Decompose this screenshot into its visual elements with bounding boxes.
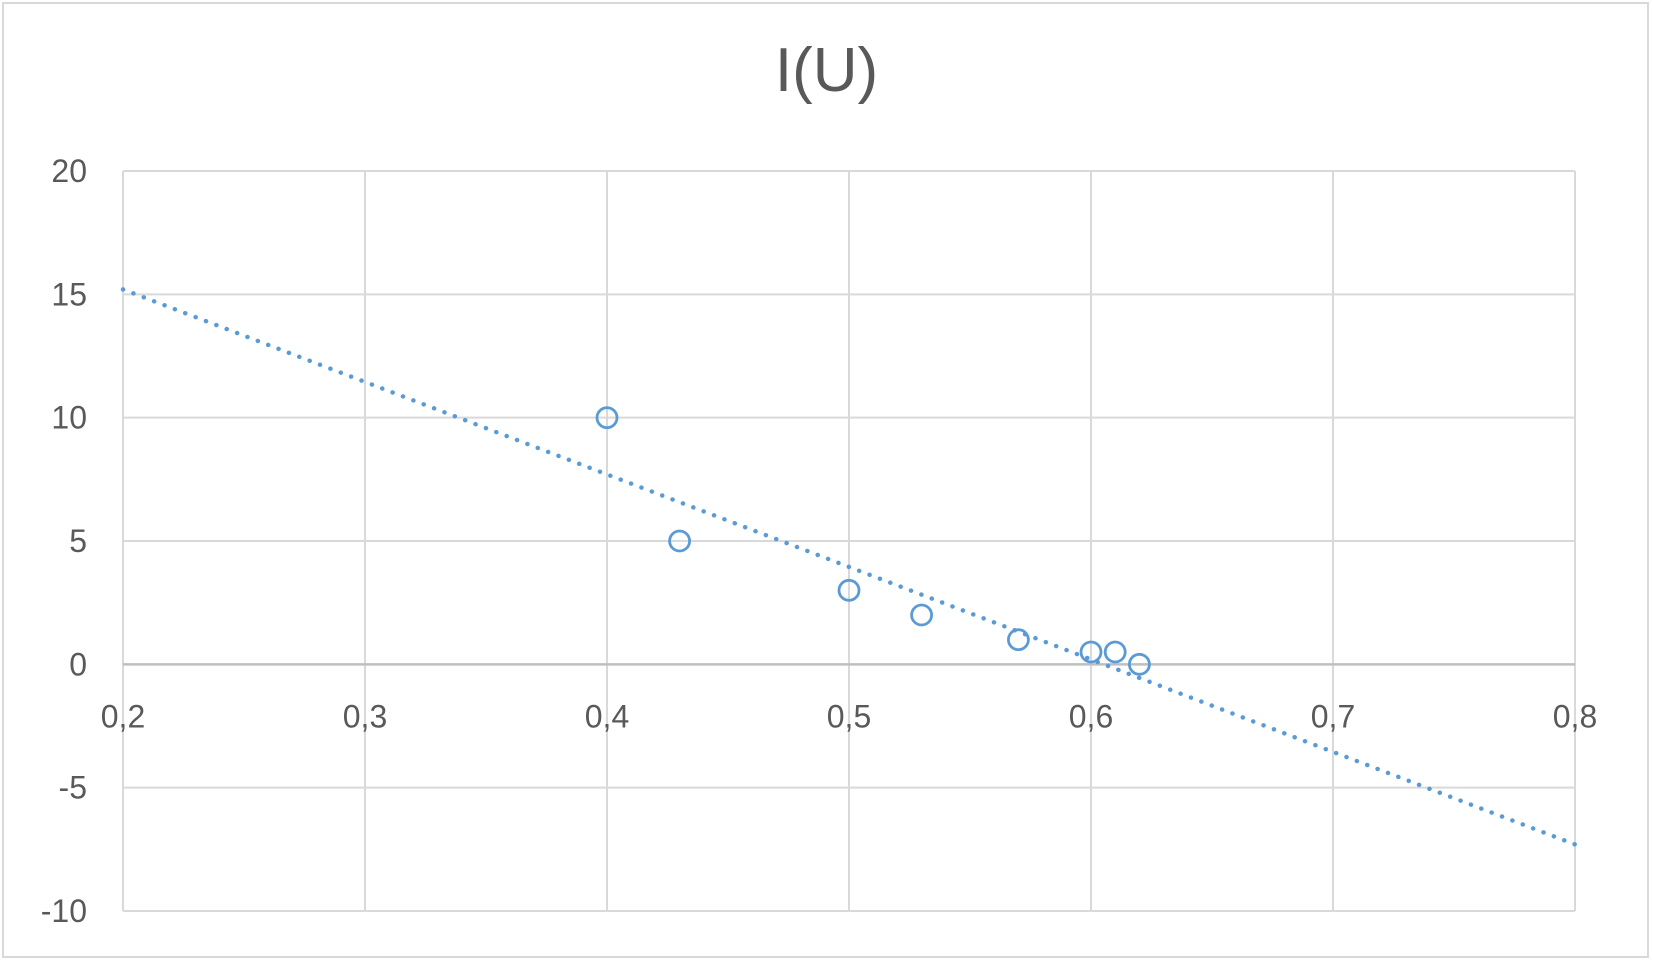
- x-tick-label: 0,6: [1069, 698, 1113, 734]
- points-layer: [595, 406, 1151, 676]
- y-tick-label: 5: [69, 523, 87, 559]
- data-point: [837, 578, 861, 602]
- y-tick-label: -10: [41, 893, 87, 929]
- data-point: [1103, 640, 1127, 664]
- x-tick-label: 0,2: [101, 698, 145, 734]
- data-point: [1007, 628, 1030, 652]
- tick-labels-layer: -10 -5 0 5 10 15 20 0,2 0,3 0,4 0,5 0,6 0,7 0,8: [41, 153, 1597, 929]
- x-tick-label: 0,4: [585, 698, 629, 734]
- x-tick-label: 0,5: [827, 698, 871, 734]
- y-tick-label: 15: [51, 276, 87, 312]
- trendline-layer: [120, 287, 1578, 847]
- data-point: [1079, 640, 1103, 664]
- grid-layer: [122, 170, 1576, 912]
- chart-title: I(U): [774, 36, 879, 105]
- x-tick-label: 0,8: [1553, 698, 1597, 734]
- x-tick-label: 0,3: [343, 698, 387, 734]
- data-point: [1128, 652, 1151, 676]
- data-point: [595, 406, 619, 430]
- trendline: [120, 287, 1578, 847]
- x-tick-label: 0,7: [1311, 698, 1355, 734]
- data-point: [910, 603, 933, 627]
- y-tick-label: 10: [51, 400, 87, 436]
- y-tick-label: 0: [69, 646, 87, 682]
- y-tick-label: 20: [51, 153, 87, 189]
- data-point: [668, 529, 691, 553]
- y-tick-label: -5: [59, 770, 87, 806]
